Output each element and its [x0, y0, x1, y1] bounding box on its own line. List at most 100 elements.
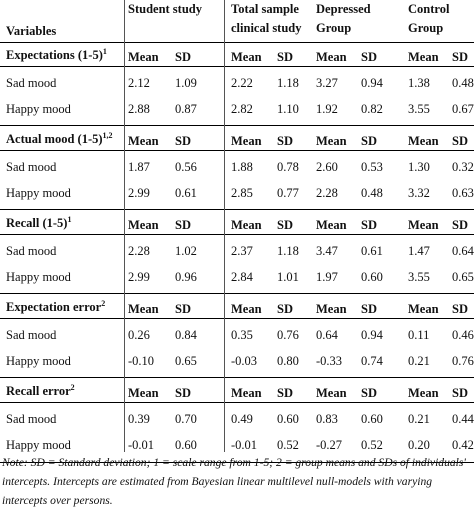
row-label: Happy mood	[6, 354, 71, 368]
cell-sd: 1.09	[175, 76, 197, 90]
cell-sd: 0.84	[175, 328, 197, 342]
cell-mean: 2.22	[231, 76, 253, 90]
section-title-text: Actual mood (1-5)	[6, 132, 103, 146]
section-bottom-rule	[0, 462, 474, 463]
cell-sd: 0.65	[452, 270, 474, 284]
cell-sd: 0.77	[277, 186, 299, 200]
section-title: Recall error2	[6, 382, 75, 400]
section-bottom-rule	[0, 125, 474, 126]
section-title-text: Expectations (1-5)	[6, 48, 103, 62]
header-total-sample-line1: Total sample	[231, 2, 299, 16]
table-section: Recall error2 Mean SD Mean SD Mean SD Mean SD Sad…	[0, 378, 474, 463]
cell-mean: 2.99	[128, 270, 150, 284]
column-label-mean: Mean	[408, 302, 439, 316]
cell-mean: 1.38	[408, 76, 430, 90]
header-total-sample-line2: clinical study	[231, 21, 302, 35]
cell-sd: 0.82	[361, 102, 383, 116]
cell-sd: 0.76	[452, 354, 474, 368]
cell-mean: 0.35	[231, 328, 253, 342]
cell-mean: 0.39	[128, 412, 150, 426]
cell-mean: 3.55	[408, 270, 430, 284]
cell-sd: 0.64	[452, 244, 474, 258]
table-row: Happy mood 2.99 0.61 2.85 0.77 2.28 0.48 3.32 0.…	[0, 183, 474, 203]
cell-mean: -0.27	[316, 438, 343, 452]
section-title-superscript: 2	[70, 382, 75, 392]
cell-mean: 2.99	[128, 186, 150, 200]
section-header-rule	[0, 150, 474, 151]
column-label-mean: Mean	[316, 386, 347, 400]
column-label-sd: SD	[175, 386, 191, 400]
cell-mean: 0.49	[231, 412, 253, 426]
cell-mean: 1.30	[408, 160, 430, 174]
column-label-mean: Mean	[408, 218, 439, 232]
cell-sd: 0.70	[175, 412, 197, 426]
header-depressed-line1: Depressed	[316, 2, 371, 16]
header-variables: Variables	[6, 24, 57, 38]
table-note: Note: SD = Standard deviation; 1 = scale…	[2, 456, 466, 507]
table-row: Happy mood -0.01 0.60 -0.01 0.52 -0.27 0.52 0.2…	[0, 435, 474, 455]
cell-sd: 0.94	[361, 76, 383, 90]
cell-sd: 0.52	[361, 438, 383, 452]
cell-mean: 3.32	[408, 186, 430, 200]
table-row: Sad mood 2.12 1.09 2.22 1.18 3.27 0.94 1.38 0.48	[0, 73, 474, 93]
cell-sd: 0.87	[175, 102, 197, 116]
column-label-sd: SD	[277, 50, 293, 64]
column-label-sd: SD	[175, 218, 191, 232]
section-title: Recall (1-5)1	[6, 214, 71, 232]
cell-sd: 0.48	[361, 186, 383, 200]
cell-mean: 0.21	[408, 412, 430, 426]
section-bottom-rule	[0, 209, 474, 210]
section-title: Actual mood (1-5)1,2	[6, 130, 113, 148]
column-label-sd: SD	[452, 218, 468, 232]
column-label-mean: Mean	[128, 218, 159, 232]
column-label-mean: Mean	[128, 386, 159, 400]
section-header-rule	[0, 234, 474, 235]
section-title-text: Recall (1-5)	[6, 216, 68, 230]
column-label-sd: SD	[277, 218, 293, 232]
cell-sd: 0.78	[277, 160, 299, 174]
column-label-mean: Mean	[231, 302, 262, 316]
section-title: Expectation error2	[6, 298, 105, 316]
cell-mean: 2.60	[316, 160, 338, 174]
cell-mean: 1.47	[408, 244, 430, 258]
column-label-mean: Mean	[316, 302, 347, 316]
cell-mean: 2.37	[231, 244, 253, 258]
cell-mean: -0.33	[316, 354, 343, 368]
table-row: Sad mood 0.26 0.84 0.35 0.76 0.64 0.94 0.11 0.46	[0, 325, 474, 345]
column-label-mean: Mean	[408, 386, 439, 400]
column-label-mean: Mean	[231, 218, 262, 232]
column-label-sd: SD	[361, 50, 377, 64]
section-title-superscript: 1,2	[102, 130, 113, 140]
column-label-sd: SD	[175, 302, 191, 316]
column-divider-student	[224, 0, 225, 452]
column-label-mean: Mean	[128, 134, 159, 148]
cell-mean: -0.01	[128, 438, 155, 452]
section-bottom-rule	[0, 377, 474, 378]
table-row: Happy mood 2.99 0.96 2.84 1.01 1.97 0.60 3.55 0.…	[0, 267, 474, 287]
cell-mean: 1.92	[316, 102, 338, 116]
section-title-superscript: 1	[102, 46, 107, 56]
table-row: Happy mood -0.10 0.65 -0.03 0.80 -0.33 0.74 0.2…	[0, 351, 474, 371]
table-row: Sad mood 2.28 1.02 2.37 1.18 3.47 0.61 1.47 0.64	[0, 241, 474, 261]
cell-sd: 0.94	[361, 328, 383, 342]
table-section: Recall (1-5)1 Mean SD Mean SD Mean SD Mean SD Sad…	[0, 210, 474, 294]
cell-sd: 0.60	[175, 438, 197, 452]
column-label-sd: SD	[361, 134, 377, 148]
column-label-sd: SD	[175, 134, 191, 148]
column-label-sd: SD	[175, 50, 191, 64]
column-label-sd: SD	[277, 134, 293, 148]
cell-sd: 0.53	[361, 160, 383, 174]
cell-mean: 2.28	[316, 186, 338, 200]
cell-sd: 0.76	[277, 328, 299, 342]
cell-sd: 1.02	[175, 244, 197, 258]
cell-mean: 2.28	[128, 244, 150, 258]
column-label-mean: Mean	[128, 302, 159, 316]
row-label: Sad mood	[6, 76, 57, 90]
section-title-superscript: 1	[67, 214, 72, 224]
section-header-rule	[0, 66, 474, 67]
cell-sd: 0.44	[452, 412, 474, 426]
cell-sd: 0.74	[361, 354, 383, 368]
cell-sd: 0.48	[452, 76, 474, 90]
cell-sd: 1.18	[277, 76, 299, 90]
